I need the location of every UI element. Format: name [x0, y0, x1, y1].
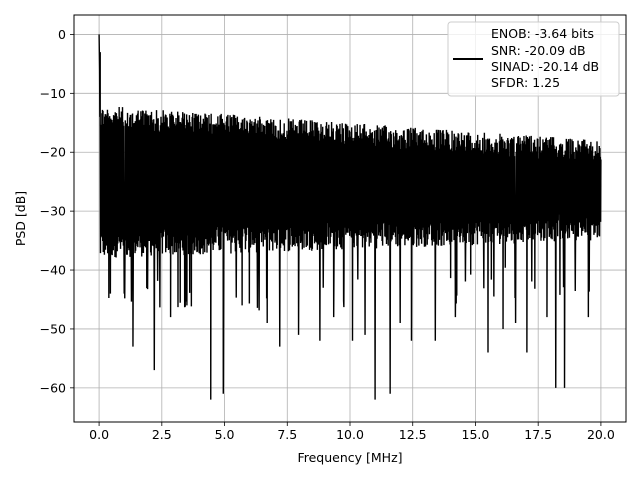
x-tick-label: 5.0 — [215, 427, 235, 442]
y-tick-label: −30 — [40, 204, 66, 219]
legend-entry-snr: SNR: -20.09 dB — [491, 43, 586, 58]
legend-entry-enob: ENOB: -3.64 bits — [491, 26, 594, 41]
y-axis-label: PSD [dB] — [13, 191, 28, 246]
y-tick-label: 0 — [58, 27, 66, 42]
legend-entry-sinad: SINAD: -20.14 dB — [491, 59, 599, 74]
legend-entry-sfdr: SFDR: 1.25 — [491, 75, 560, 90]
trace-layer — [98, 34, 602, 400]
legend: ENOB: -3.64 bits SNR: -20.09 dB SINAD: -… — [447, 21, 620, 97]
y-tick-label: −40 — [40, 263, 66, 278]
x-tick-label: 7.5 — [277, 427, 297, 442]
legend-box — [447, 21, 620, 97]
x-tick-label: 10.0 — [336, 427, 364, 442]
x-tick-label: 12.5 — [399, 427, 427, 442]
x-axis-label: Frequency [MHz] — [297, 450, 402, 465]
x-tick-label: 17.5 — [524, 427, 552, 442]
x-tick-label: 20.0 — [587, 427, 615, 442]
x-tick-label: 2.5 — [152, 427, 172, 442]
psd-series-line — [98, 34, 602, 400]
x-tick-label: 0.0 — [89, 427, 109, 442]
y-tick-label: −20 — [40, 145, 66, 160]
y-tick-label: −50 — [40, 321, 66, 336]
tick-layer: 0.0 2.5 5.0 7.5 10.0 12.5 15.0 17.5 20.0 0 −10 −20 −… — [40, 27, 615, 442]
y-tick-label: −60 — [40, 380, 66, 395]
x-tick-label: 15.0 — [462, 427, 490, 442]
y-tick-label: −10 — [40, 86, 66, 101]
